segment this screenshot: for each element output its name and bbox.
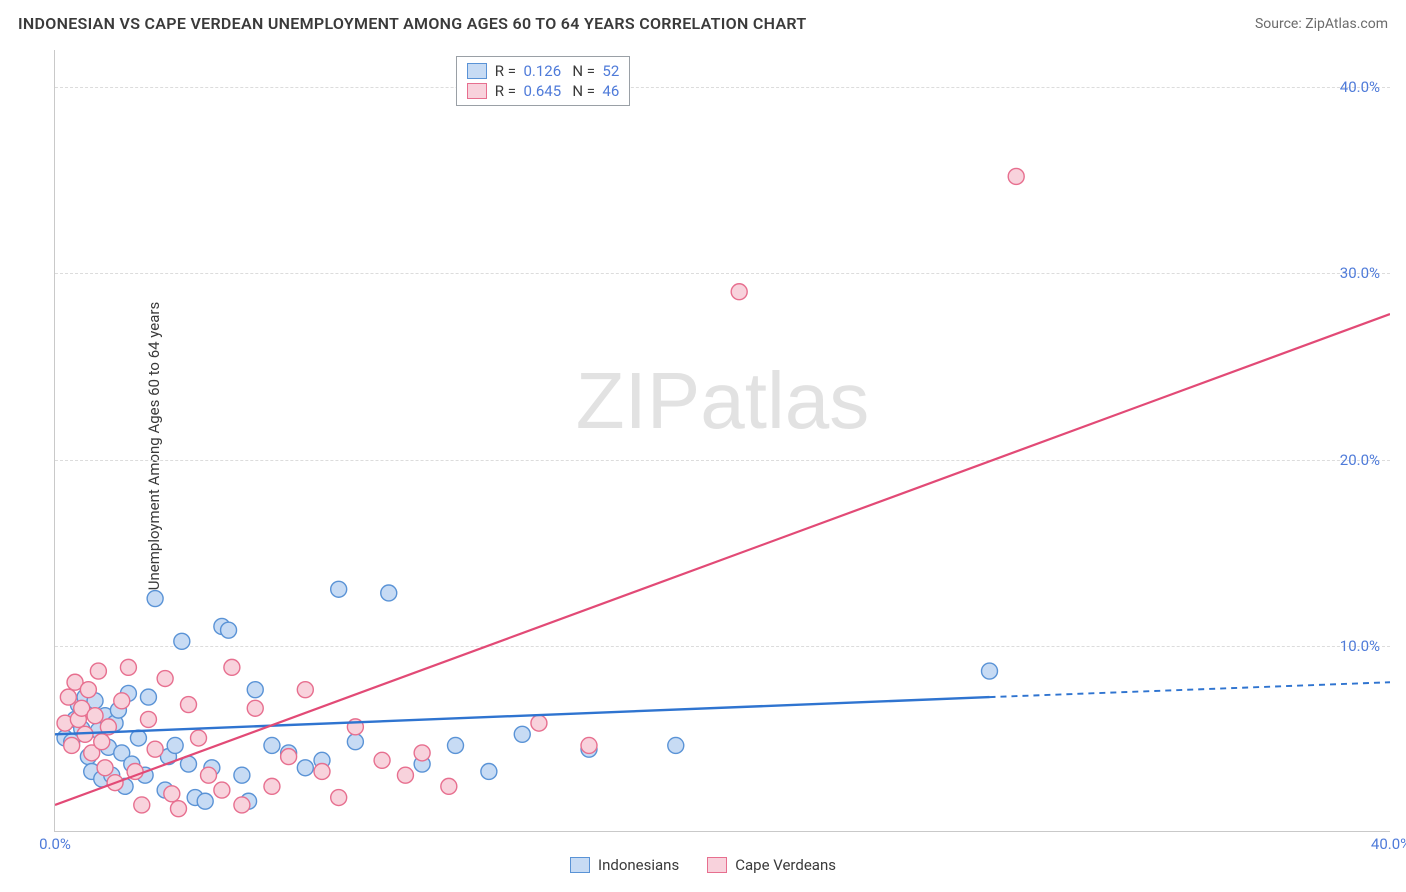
legend-row: R = 0.126 N = 52 [467,61,620,81]
chart-title: INDONESIAN VS CAPE VERDEAN UNEMPLOYMENT … [18,14,807,33]
legend-stats: R = 0.645 N = 46 [495,82,620,100]
legend-swatch [707,857,727,873]
legend-stats: R = 0.126 N = 52 [495,62,620,80]
x-tick-label: 40.0% [1371,835,1406,853]
legend-label: Cape Verdeans [735,856,836,874]
legend-swatch [467,83,487,99]
legend-swatch [570,857,590,873]
trend-line [55,314,1390,805]
legend-row: R = 0.645 N = 46 [467,81,620,101]
trend-line [55,697,990,734]
legend-swatch [467,63,487,79]
correlation-legend: R = 0.126 N = 52 R = 0.645 N = 46 [456,56,631,106]
legend-label: Indonesians [598,856,679,874]
source-label: Source: ZipAtlas.com [1255,16,1388,32]
series-legend: Indonesians Cape Verdeans [0,856,1406,874]
plot-area: ZIPatlas R = 0.126 N = 52R = 0.645 N = 4… [54,50,1390,832]
legend-item: Cape Verdeans [707,856,836,874]
x-tick-label: 0.0% [39,835,71,853]
legend-item: Indonesians [570,856,679,874]
trend-line-extrapolated [990,682,1391,697]
